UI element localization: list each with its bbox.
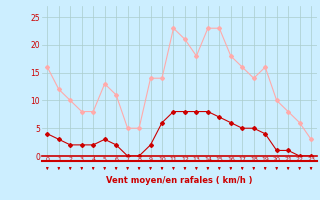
X-axis label: Vent moyen/en rafales ( km/h ): Vent moyen/en rafales ( km/h ) bbox=[106, 176, 252, 185]
